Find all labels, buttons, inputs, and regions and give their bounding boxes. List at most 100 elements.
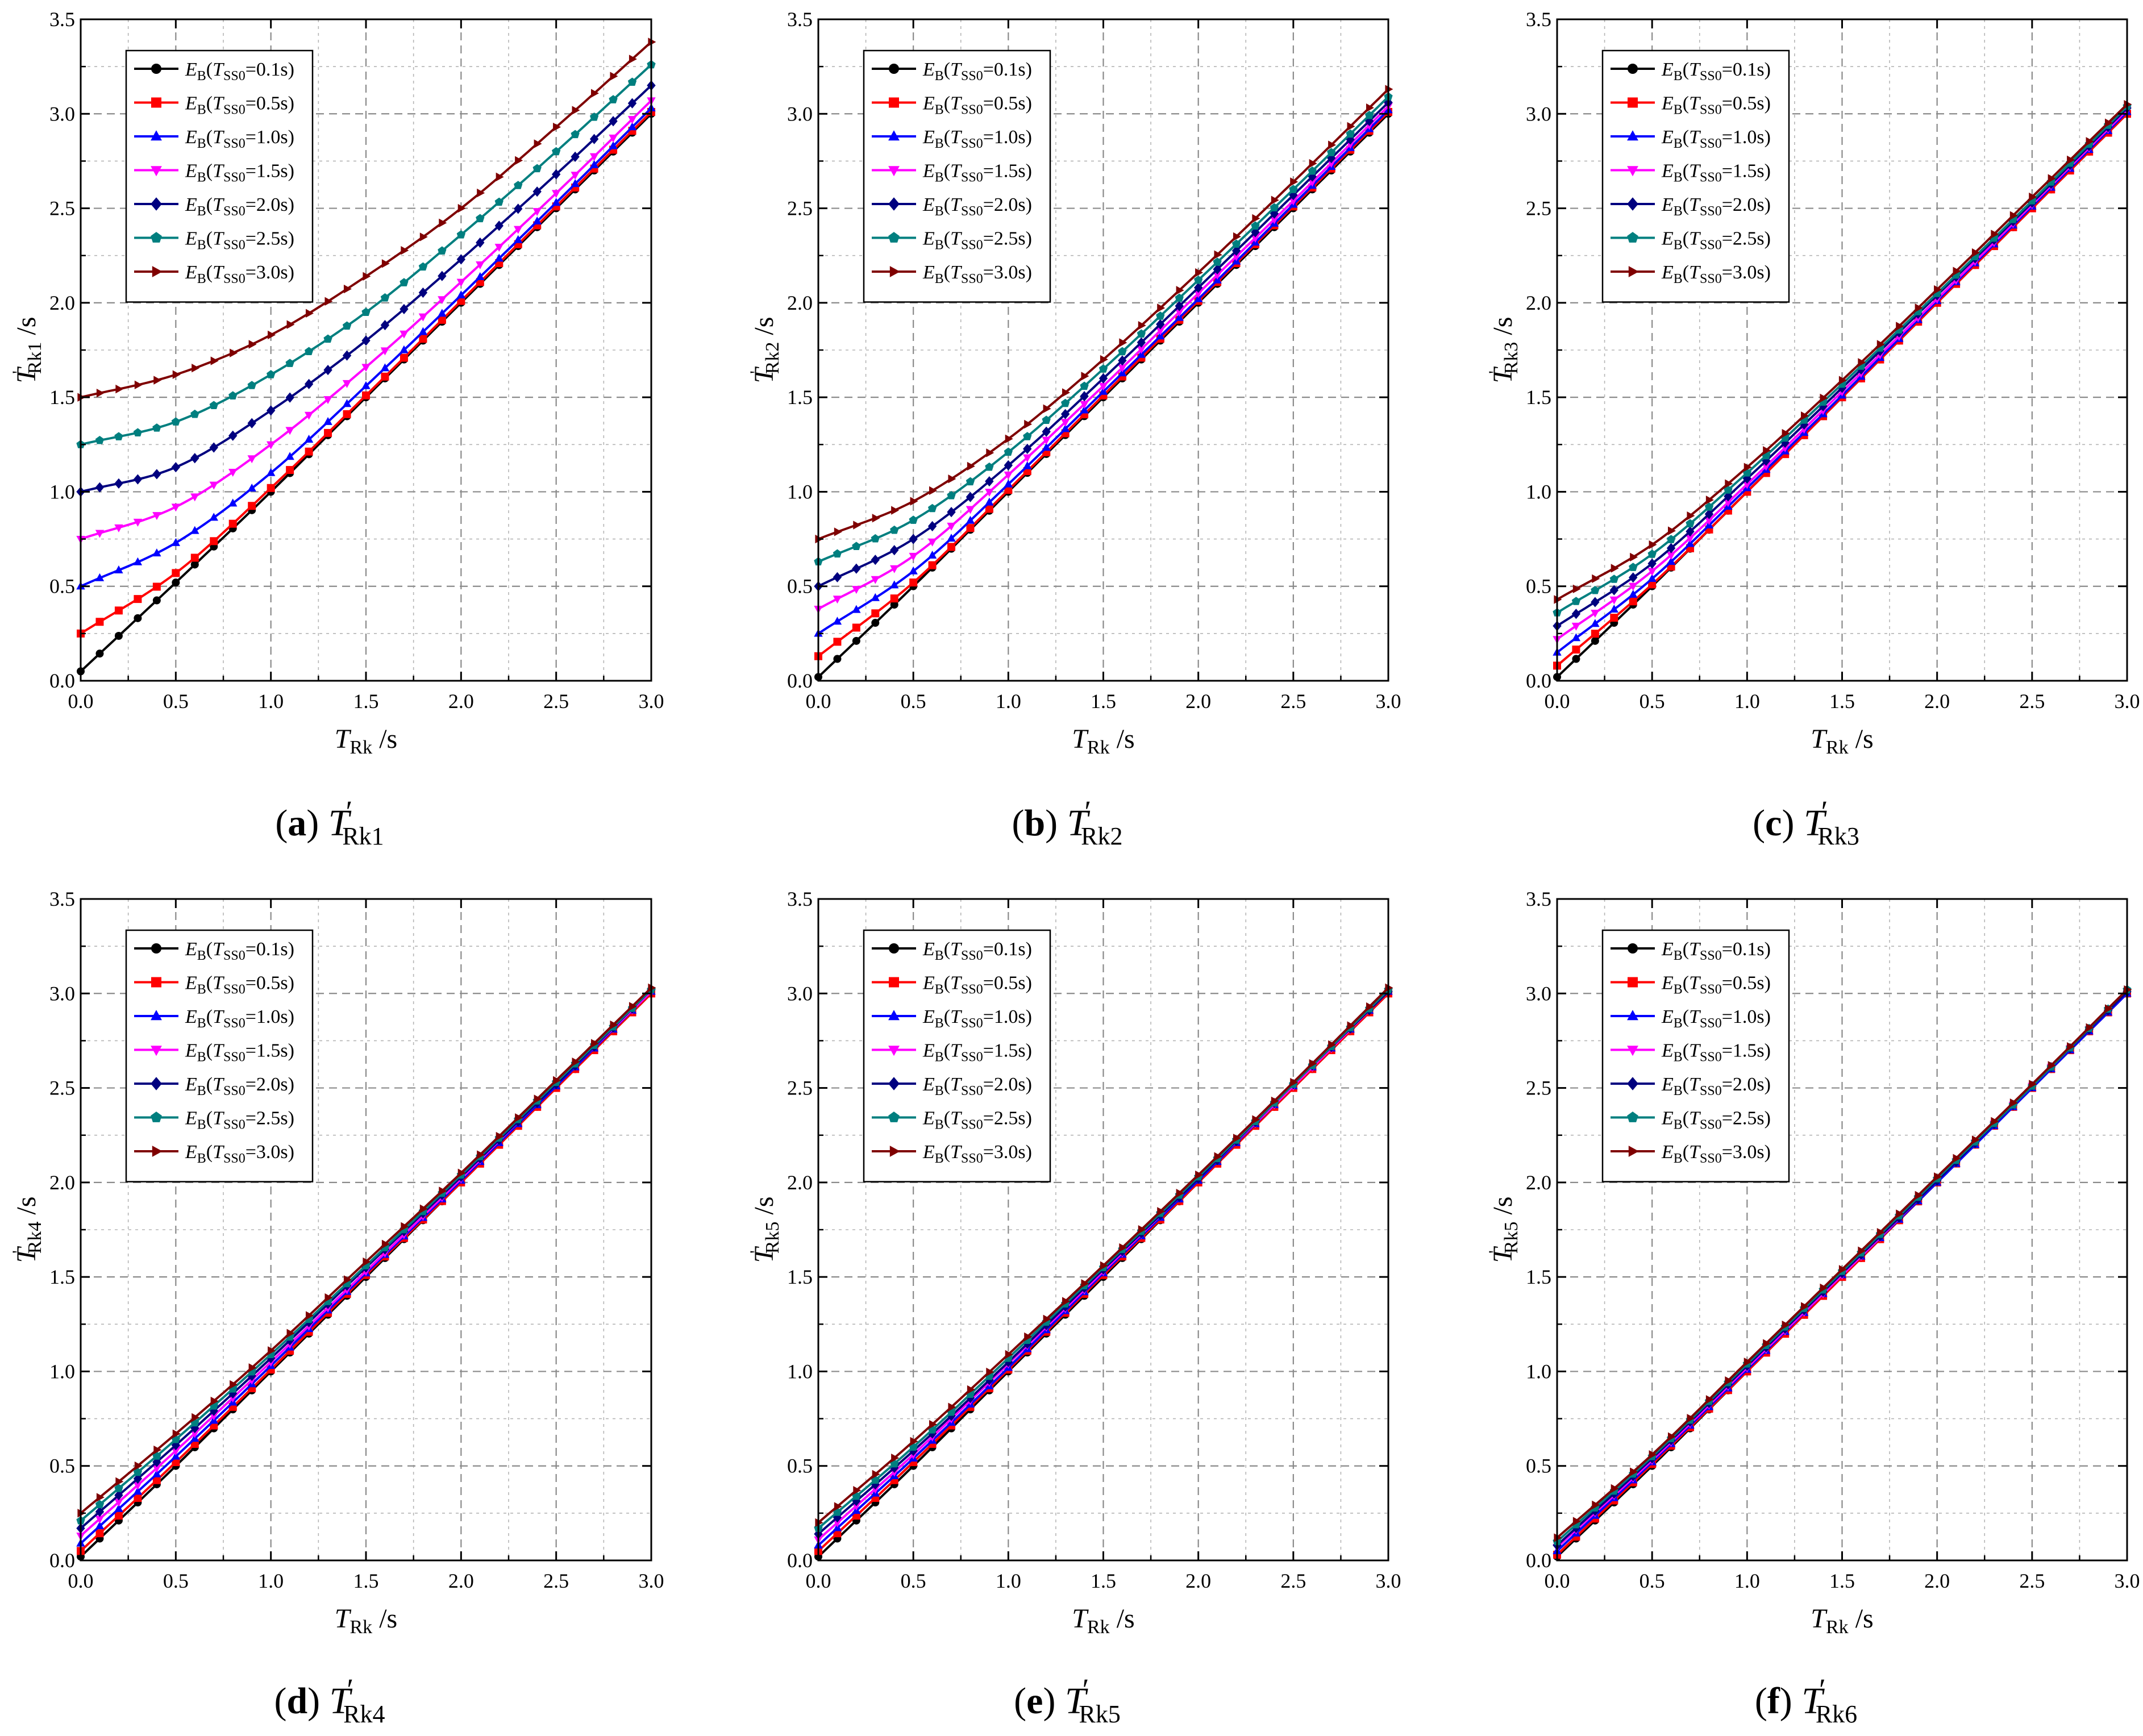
data-point (1289, 185, 1298, 193)
data-point (1214, 1152, 1222, 1161)
legend-marker (1628, 977, 1638, 988)
data-point (363, 1257, 371, 1267)
legend-item: EB(TSS0=1.0s) (1611, 1006, 1771, 1031)
legend-marker (1627, 1111, 1638, 1122)
data-point (96, 388, 105, 398)
data-point (115, 384, 124, 394)
data-point (153, 1445, 162, 1455)
data-point (1858, 1246, 1866, 1255)
data-point (1175, 301, 1184, 311)
data-point (1572, 1517, 1581, 1526)
data-point (1915, 1190, 1923, 1200)
legend-box (125, 49, 314, 303)
data-point (1876, 1227, 1885, 1237)
y-tick-label: 0.0 (1526, 669, 1551, 692)
data-point (1043, 404, 1051, 413)
legend-marker (889, 977, 899, 988)
data-point (1118, 364, 1127, 373)
data-point (985, 505, 993, 513)
data-point (380, 320, 390, 331)
data-point (2048, 174, 2056, 183)
legend-marker (152, 1146, 163, 1157)
data-point (190, 526, 199, 534)
legend-label: EB(TSS0=0.1s) (185, 939, 294, 963)
data-point (910, 1437, 918, 1446)
data-point (304, 411, 314, 420)
data-point (1062, 388, 1071, 397)
data-point (1611, 1484, 1619, 1493)
data-point (833, 596, 842, 604)
data-point (171, 1447, 181, 1456)
data-point (95, 1506, 105, 1517)
data-point (515, 156, 523, 165)
data-point (1023, 454, 1032, 463)
data-point (152, 548, 161, 557)
data-point (1725, 479, 1733, 488)
y-tick-label: 1.0 (1526, 1360, 1551, 1383)
data-point (1195, 268, 1204, 277)
legend-label: EB(TSS0=1.0s) (185, 1006, 294, 1031)
legend-marker (151, 232, 162, 243)
legend-marker (888, 166, 900, 177)
data-point (1004, 447, 1013, 456)
legend-marker (889, 97, 899, 108)
data-point (629, 55, 637, 64)
legend-item: EB(TSS0=0.1s) (1611, 59, 1771, 84)
data-point (1762, 455, 1771, 467)
data-point (1953, 267, 1961, 276)
y-tick-label: 1.5 (1526, 386, 1551, 409)
x-tick-label: 0.5 (1640, 690, 1665, 713)
data-point (833, 638, 842, 646)
series-2_0s (76, 80, 656, 497)
x-axis-label: TRk /s (1811, 724, 1873, 758)
data-point (134, 614, 142, 622)
legend-label: EB(TSS0=3.0s) (1661, 262, 1771, 286)
data-point (1004, 471, 1013, 480)
data-point (95, 1516, 105, 1524)
x-tick-label: 2.5 (2019, 1570, 2045, 1592)
x-tick-label: 0.0 (1545, 1570, 1570, 1592)
data-point (1231, 253, 1241, 261)
x-tick-label: 2.5 (1280, 1570, 1306, 1592)
data-point (1838, 1265, 1847, 1274)
data-point (534, 1094, 542, 1104)
data-point (1630, 1467, 1638, 1476)
data-point (891, 1454, 900, 1463)
x-axis-label: TRk /s (1072, 724, 1134, 758)
data-point (1042, 436, 1051, 445)
ticks: 0.0 0.5 1.0 1.5 2.0 2.5 3.0 0.0 0.5 1.0 1.5 2.0 2.5 3… (49, 8, 664, 713)
data-point (324, 1293, 333, 1302)
legend-marker (1627, 232, 1638, 243)
data-point (2048, 1061, 2056, 1070)
data-point (114, 1504, 123, 1512)
x-tick-label: 0.5 (1640, 1570, 1665, 1592)
data-point (948, 1402, 956, 1412)
y-tick-label: 2.5 (787, 197, 813, 220)
data-point (1762, 463, 1771, 471)
y-tick-label: 2.0 (1526, 1171, 1551, 1194)
data-point (209, 481, 218, 490)
data-point (1609, 574, 1618, 583)
legend-marker (1627, 166, 1638, 177)
data-point (1705, 1395, 1714, 1404)
data-point (172, 1458, 180, 1467)
data-point (95, 650, 104, 658)
data-point (1251, 221, 1260, 230)
legend: EB(TSS0=0.1s) EB(TSS0=0.5s) EB(TSS0=1.0s) E… (863, 929, 1051, 1183)
data-point (1611, 564, 1619, 573)
data-point (1119, 338, 1127, 347)
data-point (152, 423, 161, 432)
data-point (833, 617, 842, 625)
y-tick-label: 2.0 (49, 292, 75, 314)
data-point (114, 632, 123, 640)
data-point (494, 197, 503, 206)
legend-marker (888, 197, 900, 211)
data-point (133, 428, 143, 436)
data-point (1820, 393, 1828, 403)
data-point (1023, 461, 1032, 469)
data-point (1610, 614, 1618, 622)
data-point (948, 474, 956, 484)
data-point (909, 552, 918, 561)
data-point (966, 524, 975, 532)
data-point (209, 1412, 218, 1421)
